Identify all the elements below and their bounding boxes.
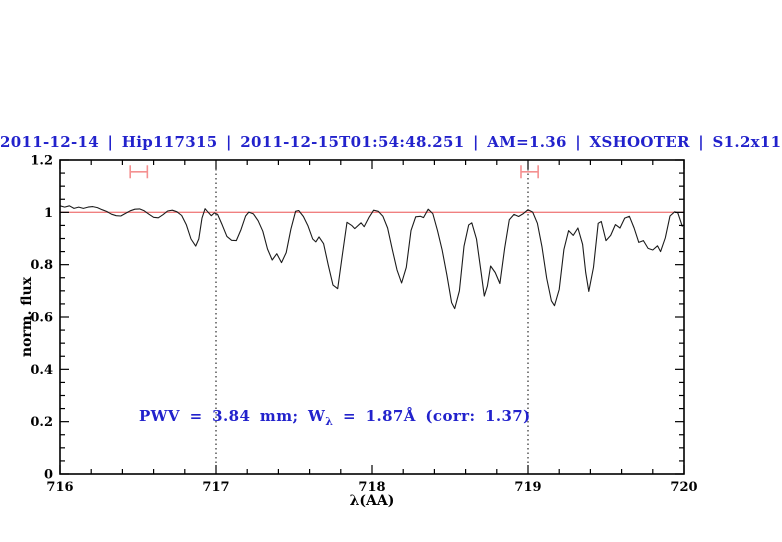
y-tick-label: 0 xyxy=(44,468,53,483)
y-tick-label: 0.4 xyxy=(30,363,53,378)
pwv-annotation-prefix: PWV = 3.84 mm; W xyxy=(139,407,326,425)
y-tick-label: 0.8 xyxy=(30,258,53,273)
y-tick-label: 0.6 xyxy=(30,311,53,326)
pwv-annotation: PWV = 3.84 mm; Wλ = 1.87Å (corr: 1.37) xyxy=(139,407,531,428)
x-axis-label: λ(AA) xyxy=(349,493,395,509)
x-tick-label: 716 xyxy=(46,480,73,495)
y-tick-label: 0.2 xyxy=(30,415,53,430)
y-axis-label: norm. flux xyxy=(19,276,35,358)
spectrum-curve xyxy=(59,205,683,310)
x-tick-label: 718 xyxy=(358,480,385,495)
x-tick-label: 720 xyxy=(670,480,697,495)
y-tick-label: 1 xyxy=(44,206,53,221)
pwv-annotation-lambda-sub: λ xyxy=(325,415,334,428)
x-tick-label: 719 xyxy=(514,480,541,495)
x-tick-label: 717 xyxy=(202,480,229,495)
chart-title: 2011-12-14 | Hip117315 | 2011-12-15T01:5… xyxy=(0,133,782,151)
pwv-annotation-suffix: = 1.87Å (corr: 1.37) xyxy=(333,407,531,425)
y-tick-label: 1.2 xyxy=(30,154,53,169)
